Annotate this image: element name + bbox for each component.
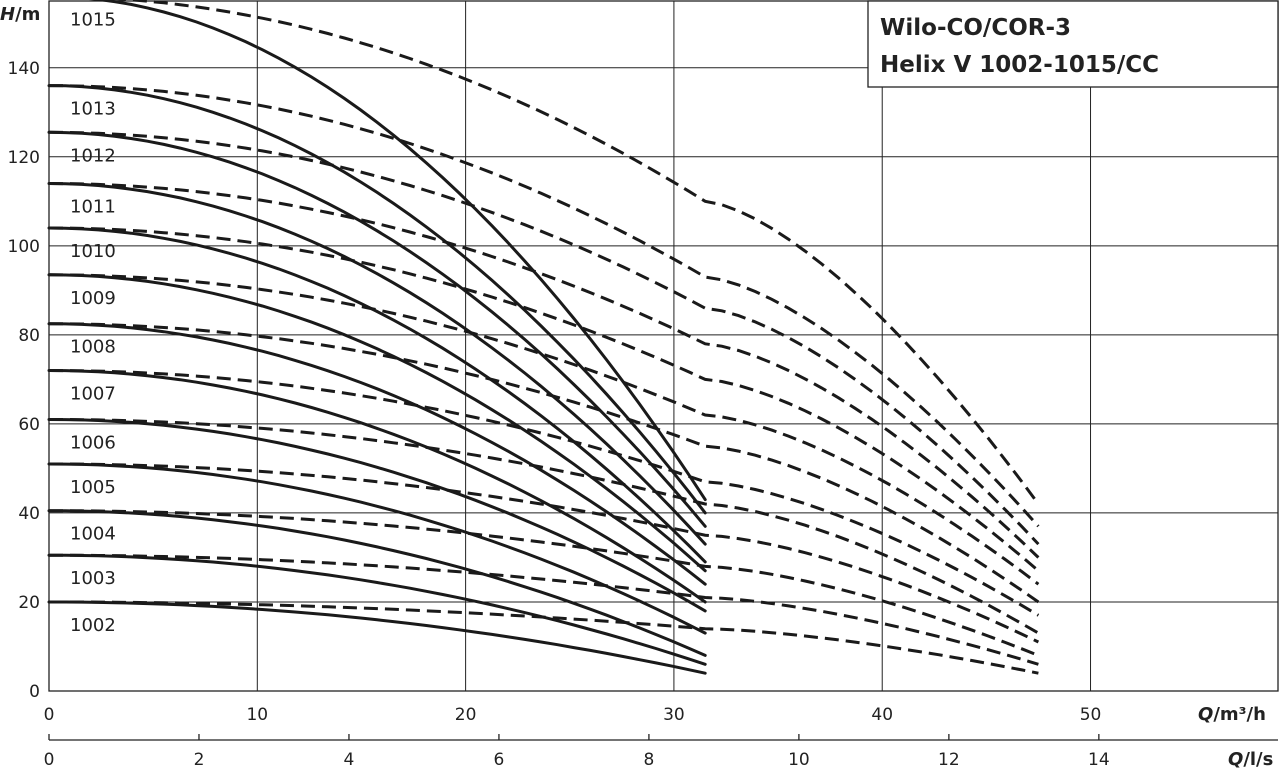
title-box: Wilo-CO/COR-3 Helix V 1002-1015/CC (867, 0, 1279, 88)
curve-dashed-1008 (48, 322, 1040, 604)
x-primary-tick-20: 20 (455, 705, 477, 725)
x-axis-secondary-label: Q/l/s (1228, 749, 1273, 770)
series-label-1013: 1013 (70, 99, 116, 120)
y-tick-40: 40 (18, 504, 40, 524)
curve-dashed-1006 (49, 418, 1040, 635)
x-secondary-tick-6: 6 (494, 750, 505, 770)
y-tick-120: 120 (8, 148, 40, 168)
y-tick-60: 60 (18, 415, 40, 435)
curve-dashed-1015 (112, 0, 1040, 505)
curve-dashed-1007 (48, 369, 1040, 617)
x-primary-tick-10: 10 (246, 705, 268, 725)
series-label-1002: 1002 (70, 615, 116, 636)
x-secondary-tick-4: 4 (344, 750, 355, 770)
y-tick-80: 80 (18, 326, 40, 346)
y-tick-100: 100 (8, 237, 40, 257)
curve-solid-1008 (47, 322, 707, 586)
x-primary-tick-0: 0 (44, 705, 55, 725)
curve-dashed-1003 (48, 553, 1039, 666)
y-axis-label-unit: /m (15, 4, 40, 25)
curve-solid-1007 (47, 369, 707, 604)
curve-solid-1006 (47, 418, 707, 613)
curve-dashed-1012 (48, 130, 1040, 546)
series-label-1015: 1015 (70, 10, 116, 31)
curve-dashed-1009 (48, 273, 1040, 586)
series-labels: 1002 1003 1004 1005 1006 1007 1008 1009 1010 1011… (70, 10, 116, 636)
y-axis-label: H/m (0, 4, 40, 25)
x-secondary-tick-0: 0 (44, 750, 55, 770)
series-label-1011: 1011 (70, 197, 116, 218)
curve-solid-1002 (47, 600, 707, 675)
chart-title-line-1: Wilo-CO/COR-3 (880, 15, 1071, 41)
series-label-1006: 1006 (70, 432, 116, 453)
curve-solid-1003 (47, 553, 707, 666)
x-secondary-tick-10: 10 (788, 750, 810, 770)
x-axis-secondary-label-symbol: Q (1228, 749, 1243, 770)
curve-solid-1015 (88, 0, 707, 502)
curve-dashed-1004 (49, 509, 1039, 657)
x-secondary-tick-12: 12 (938, 750, 960, 770)
series-label-1009: 1009 (70, 288, 116, 309)
series-label-1007: 1007 (70, 383, 116, 404)
curve-dashed-1005 (49, 462, 1040, 644)
y-tick-20: 20 (18, 593, 40, 613)
curve-solid-1012 (47, 130, 707, 528)
curve-solid-1005 (47, 462, 707, 635)
x-secondary-tick-2: 2 (194, 750, 205, 770)
y-axis-label-symbol: H (0, 4, 15, 25)
curves (47, 0, 1040, 675)
series-label-1010: 1010 (70, 241, 116, 262)
y-tick-140: 140 (8, 59, 40, 79)
x-secondary-tick-14: 14 (1088, 750, 1110, 770)
curve-dashed-1011 (48, 182, 1040, 559)
y-tick-0: 0 (29, 682, 40, 702)
x-primary-tick-50: 50 (1080, 705, 1102, 725)
plot-frame (48, 0, 1279, 692)
curve-solid-1004 (47, 509, 707, 657)
curve-solid-1013 (47, 84, 707, 515)
series-label-1012: 1012 (70, 145, 116, 166)
x-primary-tick-30: 30 (663, 705, 685, 725)
curve-solid-1010 (47, 226, 707, 564)
chart-title-line-2: Helix V 1002-1015/CC (880, 52, 1159, 78)
curve-solid-1009 (47, 273, 707, 573)
x-axis-secondary-label-unit: /l/s (1243, 749, 1273, 770)
curve-dashed-1013 (48, 84, 1040, 528)
x-axis-primary-label-unit: /m³/h (1213, 704, 1266, 725)
series-label-1003: 1003 (70, 568, 116, 589)
series-label-1008: 1008 (70, 337, 116, 358)
x-axis-primary-label-symbol: Q (1198, 704, 1213, 725)
x-axis-primary-label: Q/m³/h (1198, 704, 1266, 725)
curve-dashed-1002 (49, 600, 1039, 675)
x-primary-tick-40: 40 (871, 705, 893, 725)
title-box-frame (867, 0, 1279, 88)
series-label-1004: 1004 (70, 524, 116, 545)
x-secondary-tick-8: 8 (644, 750, 655, 770)
curve-solid-1011 (47, 182, 707, 546)
series-label-1005: 1005 (70, 477, 116, 498)
